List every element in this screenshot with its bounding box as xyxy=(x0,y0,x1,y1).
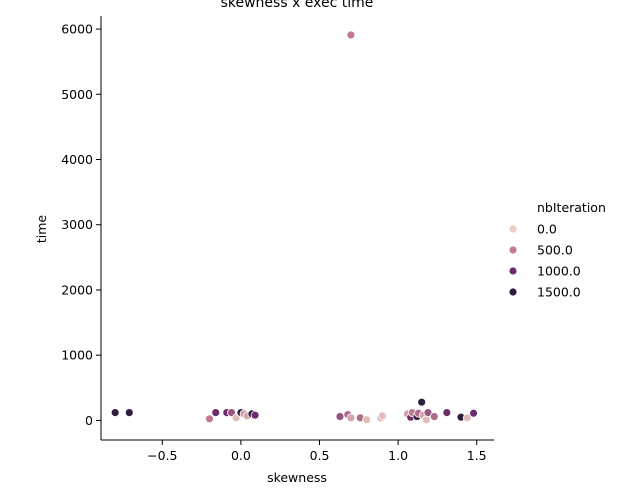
y-tick-label: 0 xyxy=(85,413,93,428)
x-tick-label: 1.5 xyxy=(467,448,487,463)
y-tick-label: 2000 xyxy=(61,282,93,297)
data-point xyxy=(417,397,427,407)
legend: nbIteration 0.0 500.0 1000.0 1500.0 xyxy=(508,200,606,300)
data-point xyxy=(110,408,120,418)
data-point xyxy=(124,408,134,418)
data-points xyxy=(110,30,478,425)
data-point xyxy=(422,415,431,425)
x-tick-label: 1.0 xyxy=(388,448,408,463)
legend-label: 0.0 xyxy=(537,222,557,237)
x-tick-label: −0.5 xyxy=(147,448,177,463)
data-point xyxy=(423,408,433,418)
data-point xyxy=(429,412,439,421)
axes xyxy=(100,16,494,441)
data-point xyxy=(346,413,356,423)
x-tick-label: 0.5 xyxy=(310,448,330,463)
y-tick-label: 3000 xyxy=(61,217,93,232)
y-tick-label: 6000 xyxy=(61,22,93,37)
y-tick-label: 5000 xyxy=(61,87,93,102)
chart-title: skewness x exec time xyxy=(221,0,374,11)
legend-label: 1500.0 xyxy=(537,285,581,300)
y-axis-label: time xyxy=(34,215,49,244)
data-point xyxy=(346,30,356,40)
legend-title: nbIteration xyxy=(537,200,606,215)
data-point xyxy=(362,415,372,425)
y-tick-label: 4000 xyxy=(61,152,93,167)
data-point xyxy=(211,408,221,418)
data-point xyxy=(469,408,478,418)
legend-label: 1000.0 xyxy=(537,264,581,279)
y-ticks: 0 1000 2000 3000 4000 5000 6000 xyxy=(61,22,101,428)
data-point xyxy=(250,410,260,420)
data-point xyxy=(377,411,387,421)
legend-label: 500.0 xyxy=(537,243,573,258)
legend-marker xyxy=(508,245,518,255)
data-point xyxy=(205,414,214,424)
legend-marker xyxy=(508,224,518,234)
data-point xyxy=(442,408,452,418)
x-tick-label: 0.0 xyxy=(231,448,251,463)
data-point xyxy=(462,413,472,423)
x-ticks: −0.5 0.0 0.5 1.0 1.5 xyxy=(147,440,487,463)
legend-entries: 0.0 500.0 1000.0 1500.0 xyxy=(508,222,581,300)
data-point xyxy=(335,412,345,421)
legend-marker xyxy=(508,266,518,276)
x-axis-label: skewness xyxy=(267,470,327,485)
legend-marker xyxy=(508,287,518,297)
y-tick-label: 1000 xyxy=(61,348,93,363)
